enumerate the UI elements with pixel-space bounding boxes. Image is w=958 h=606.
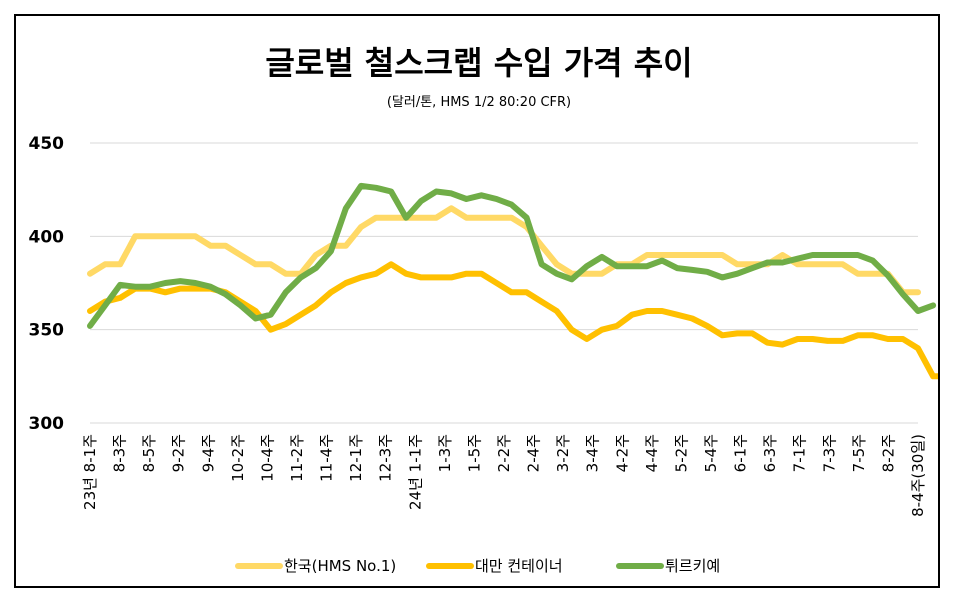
- chart-frame: 글로벌 철스크랩 수입 가격 추이 (달러/톤, HMS 1/2 80:20 C…: [14, 14, 940, 588]
- x-tick-label: 11-4주: [318, 434, 336, 482]
- x-tick-label: 9-2주: [170, 434, 188, 472]
- x-tick-label: 7-3주: [820, 434, 838, 472]
- x-tick-label: 3-4주: [584, 434, 602, 472]
- gridlines: [90, 142, 918, 424]
- x-tick-label: 11-2주: [288, 434, 306, 482]
- x-tick-label: 6-3주: [761, 434, 779, 472]
- series-line-1: [87, 205, 921, 296]
- x-tick-label: 5-4주: [702, 434, 720, 472]
- x-tick-label: 7-1주: [791, 434, 809, 472]
- y-tick-label: 350: [29, 321, 65, 341]
- x-tick-label: 12-3주: [377, 434, 395, 482]
- x-tick-label: 2-2주: [495, 434, 513, 472]
- x-tick-label: 5-2주: [672, 434, 690, 472]
- legend: 한국(HMS No.1) 대만 컨테이너 튀르키예: [235, 557, 720, 575]
- x-tick-label: 8-4주(30일): [909, 434, 927, 517]
- x-tick-label: 10-4주: [258, 434, 276, 482]
- legend-label-2: 대만 컨테이너: [475, 557, 563, 575]
- series-line-3: [87, 182, 937, 329]
- x-tick-label: 8-3주: [111, 434, 129, 472]
- x-tick-label: 10-2주: [229, 434, 247, 482]
- series-line-2: [87, 261, 938, 380]
- x-tick-label: 23년 8-1주: [81, 434, 99, 510]
- x-axis-ticks: 23년 8-1주 8-3주 8-5주 9-2주 9-4주 10-2주 10-4주 11-2주 1…: [81, 434, 927, 517]
- x-tick-label: 7-5주: [850, 434, 868, 472]
- x-tick-label: 8-5주: [140, 434, 158, 472]
- y-tick-label: 300: [29, 414, 65, 434]
- x-tick-label: 6-1주: [732, 434, 750, 472]
- y-tick-label: 400: [29, 227, 65, 247]
- x-tick-label: 1-3주: [436, 434, 454, 472]
- x-tick-label: 12-1주: [347, 434, 365, 482]
- x-tick-label: 4-4주: [643, 434, 661, 472]
- chart-title: 글로벌 철스크랩 수입 가격 추이: [265, 44, 692, 82]
- x-tick-label: 24년 1-1주: [406, 434, 424, 510]
- chart-subtitle: (달러/톤, HMS 1/2 80:20 CFR): [387, 95, 571, 110]
- y-axis-ticks: 300 350 400 450: [29, 134, 65, 434]
- chart-svg: 글로벌 철스크랩 수입 가격 추이 (달러/톤, HMS 1/2 80:20 C…: [29, 44, 938, 575]
- x-tick-label: 2-4주: [525, 434, 543, 472]
- x-tick-label: 3-2주: [554, 434, 572, 472]
- y-tick-label: 450: [29, 134, 65, 154]
- legend-label-1: 한국(HMS No.1): [284, 557, 396, 575]
- x-tick-label: 1-5주: [465, 434, 483, 472]
- x-tick-label: 8-2주: [879, 434, 897, 472]
- x-tick-label: 9-4주: [199, 434, 217, 472]
- legend-label-3: 튀르키예: [665, 557, 720, 575]
- x-tick-label: 4-2주: [613, 434, 631, 472]
- series-lines: [87, 182, 938, 380]
